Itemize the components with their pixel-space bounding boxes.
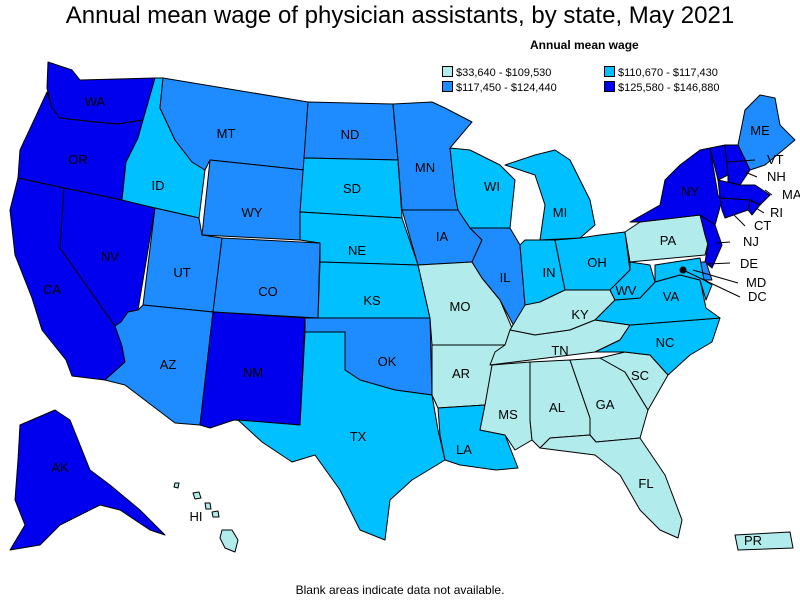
- state-fl: [539, 434, 683, 539]
- state-label-va: VA: [663, 289, 680, 304]
- footnote: Blank areas indicate data not available.: [295, 583, 505, 597]
- state-ks: [317, 261, 431, 319]
- state-label-co: CO: [258, 284, 278, 299]
- state-label-nm: NM: [243, 365, 263, 380]
- state-label-nj: NJ: [743, 234, 759, 249]
- state-label-or: OR: [68, 152, 88, 167]
- state-label-vt: VT: [767, 152, 784, 167]
- state-label-me: ME: [750, 123, 770, 138]
- state-label-ri: RI: [770, 205, 783, 220]
- state-hi-island-4: [211, 510, 220, 518]
- state-co: [212, 237, 321, 319]
- legend-swatch-1: [442, 66, 453, 77]
- leader-line-nj: [715, 241, 731, 244]
- legend-swatch-2: [604, 66, 615, 77]
- state-label-la: LA: [456, 442, 472, 457]
- map-title: Annual mean wage of physician assistants…: [65, 2, 735, 29]
- state-label-mi: MI: [553, 205, 567, 220]
- leader-line-dc: [682, 269, 741, 298]
- state-label-nc: NC: [656, 335, 675, 350]
- state-label-ca: CA: [43, 282, 61, 297]
- state-nj: [699, 214, 723, 269]
- leader-line-nh: [744, 171, 758, 178]
- state-label-mo: MO: [450, 299, 471, 314]
- legend-item-2: $110,670 - $117,430: [604, 66, 718, 80]
- legend-swatch-4: [604, 81, 615, 92]
- legend-swatch-3: [442, 81, 453, 92]
- state-label-wa: WA: [85, 94, 106, 109]
- legend-title: Annual mean wage: [530, 38, 639, 52]
- state-label-al: AL: [549, 400, 565, 415]
- state-hi-island-3: [204, 502, 212, 510]
- state-tx: [237, 331, 446, 541]
- state-label-mt: MT: [217, 126, 236, 141]
- state-hi-island-1: [173, 482, 180, 489]
- state-label-ut: UT: [173, 265, 190, 280]
- state-nc: [594, 317, 721, 376]
- state-label-tx: TX: [350, 429, 367, 444]
- legend-item-1: $33,640 - $109,530: [442, 66, 551, 80]
- state-label-ky: KY: [571, 307, 589, 322]
- state-label-oh: OH: [587, 255, 607, 270]
- state-pr: [734, 531, 794, 551]
- state-label-nv: NV: [101, 249, 119, 264]
- state-label-nh: NH: [767, 169, 786, 184]
- state-ny: [629, 147, 723, 226]
- state-mi: [504, 149, 596, 241]
- state-label-de: DE: [740, 256, 758, 271]
- state-label-sc: SC: [631, 368, 649, 383]
- state-label-md: MD: [746, 275, 766, 290]
- state-label-wy: WY: [242, 205, 263, 220]
- leader-line-vt: [726, 159, 756, 163]
- state-ak: [9, 409, 166, 551]
- state-label-wv: WV: [616, 283, 637, 298]
- state-hi: [219, 529, 239, 553]
- state-label-ga: GA: [596, 397, 615, 412]
- state-label-ks: KS: [363, 293, 381, 308]
- state-label-in: IN: [543, 265, 556, 280]
- state-label-hi: HI: [190, 509, 203, 524]
- state-label-sd: SD: [343, 181, 361, 196]
- legend-label-4: $125,580 - $146,880: [618, 82, 720, 94]
- state-label-nd: ND: [341, 127, 360, 142]
- state-label-ny: NY: [681, 184, 699, 199]
- state-label-pr: PR: [744, 533, 762, 548]
- state-label-az: AZ: [160, 357, 177, 372]
- legend-label-3: $117,450 - $124,440: [456, 82, 557, 94]
- state-label-dc: DC: [748, 289, 767, 304]
- state-md: [654, 257, 713, 301]
- state-label-ok: OK: [378, 354, 397, 369]
- legend-label-2: $110,670 - $117,430: [618, 67, 718, 79]
- state-label-mn: MN: [415, 160, 435, 175]
- leader-line-de: [707, 262, 731, 265]
- state-label-ar: AR: [452, 366, 470, 381]
- leader-line-ct: [733, 214, 746, 227]
- legend-label-1: $33,640 - $109,530: [456, 67, 552, 79]
- state-label-id: ID: [152, 178, 165, 193]
- state-label-tn: TN: [551, 343, 568, 358]
- state-label-wi: WI: [484, 179, 500, 194]
- state-label-ms: MS: [498, 407, 518, 422]
- state-il: [469, 227, 526, 329]
- state-label-ma: MA: [782, 187, 800, 202]
- state-ct: [719, 197, 751, 219]
- state-label-ia: IA: [436, 229, 449, 244]
- state-label-pa: PA: [660, 233, 677, 248]
- state-wy: [201, 159, 305, 241]
- state-wa: [46, 61, 156, 125]
- state-label-il: IL: [500, 270, 511, 285]
- state-hi-island-2: [192, 491, 202, 500]
- state-label-ct: CT: [754, 218, 771, 233]
- state-label-ne: NE: [348, 243, 366, 258]
- legend-item-4: $125,580 - $146,880: [604, 81, 720, 95]
- legend-item-3: $117,450 - $124,440: [442, 81, 557, 95]
- state-label-ak: AK: [51, 460, 69, 475]
- state-label-fl: FL: [638, 476, 653, 491]
- state-me: [737, 94, 796, 171]
- leader-line-ma: [764, 189, 773, 196]
- leader-line-md: [692, 269, 739, 284]
- state-wv: [609, 261, 656, 301]
- leader-line-ri: [755, 207, 765, 214]
